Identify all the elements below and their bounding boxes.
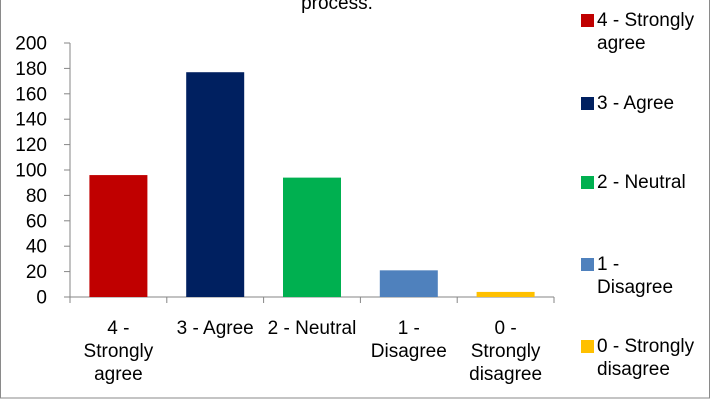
legend-label: 2 - Neutral xyxy=(597,172,686,193)
y-tick-label: 20 xyxy=(26,262,47,283)
x-tick-label: 4 - xyxy=(107,318,129,339)
legend-label: agree xyxy=(597,33,646,54)
y-tick-label: 180 xyxy=(15,59,47,80)
bar xyxy=(476,291,535,297)
y-tick-label: 140 xyxy=(15,110,47,131)
bar xyxy=(283,177,341,297)
legend-swatch xyxy=(581,97,594,110)
x-tick-label: Strongly xyxy=(471,341,541,362)
x-tick-label: 3 - Agree xyxy=(177,318,254,339)
legend-label: 0 - Strongly xyxy=(597,336,695,357)
x-tick-label: 0 - xyxy=(495,318,517,339)
legend-swatch xyxy=(581,14,594,27)
legend-label: 1 - xyxy=(597,254,619,275)
legend-swatch xyxy=(581,340,594,353)
y-tick-label: 60 xyxy=(26,211,47,232)
bar xyxy=(379,270,438,297)
legend-label: 3 - Agree xyxy=(597,93,674,114)
y-tick-label: 160 xyxy=(15,84,47,105)
chart-title: process. xyxy=(301,0,373,14)
legend-label: disagree xyxy=(597,359,670,380)
x-tick-label: disagree xyxy=(469,364,542,385)
legend-swatch xyxy=(581,258,594,271)
bar-layer xyxy=(89,72,535,298)
y-tick-label: 80 xyxy=(26,186,47,207)
x-tick-label: Strongly xyxy=(84,341,154,362)
x-tick-label: 1 - xyxy=(398,318,420,339)
legend-swatch xyxy=(581,176,594,189)
x-tick-label: agree xyxy=(94,364,143,385)
y-tick-label: 200 xyxy=(15,34,47,55)
x-tick-label: 2 - Neutral xyxy=(268,318,357,339)
y-tick-label: 100 xyxy=(15,161,47,182)
legend-label: 4 - Strongly xyxy=(597,10,695,31)
y-tick-label: 40 xyxy=(26,237,47,258)
y-tick-label: 120 xyxy=(15,135,47,156)
axis-layer: 0 20 40 60 80 100 120 140 160 180 200 xyxy=(15,34,555,309)
bar xyxy=(89,175,148,297)
y-tick-label: 0 xyxy=(36,288,47,309)
legend-label: Disagree xyxy=(597,277,673,298)
bar xyxy=(186,72,245,298)
x-tick-label: Disagree xyxy=(371,341,447,362)
